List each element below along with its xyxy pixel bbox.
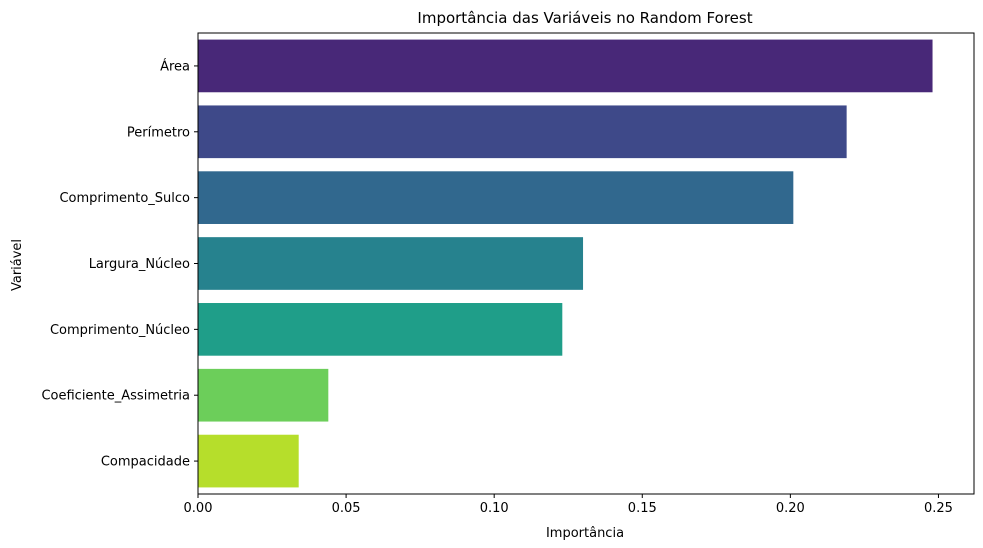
x-tick-label: 0.15: [628, 501, 657, 516]
chart-title: Importância das Variáveis no Random Fore…: [417, 9, 752, 27]
y-tick-label: Área: [160, 58, 190, 74]
bars-group: [198, 39, 933, 488]
plot-frame: [197, 32, 975, 495]
bar: [198, 303, 563, 356]
x-tick-label: 0.25: [924, 501, 953, 516]
y-axis-title: Variável: [10, 239, 25, 291]
bar: [198, 39, 933, 93]
x-tick-label: 0.00: [184, 501, 213, 516]
bar: [198, 171, 794, 224]
y-tick-label: Comprimento_Núcleo: [50, 323, 190, 338]
x-tick-label: 0.10: [480, 501, 509, 516]
x-tick-label: 0.05: [332, 501, 361, 516]
bar: [198, 237, 584, 290]
y-tick-label: Compacidade: [101, 455, 190, 470]
bar: [198, 368, 329, 422]
y-tick-label: Perímetro: [127, 125, 190, 140]
y-tick-label: Largura_Núcleo: [89, 257, 190, 272]
y-tick-label: Comprimento_Sulco: [59, 191, 190, 206]
y-axis-ticks: Área Perímetro Comprimento_Sulco Largura_Nú…: [41, 58, 198, 470]
y-tick-label: Coeficiente_Assimetria: [41, 389, 190, 404]
x-tick-label: 0.20: [776, 501, 805, 516]
x-axis-ticks: 0.00 0.05 0.10 0.15 0.20 0.25: [184, 494, 953, 516]
bar: [198, 105, 847, 159]
x-axis-title: Importância: [546, 526, 624, 541]
bar: [198, 434, 299, 488]
